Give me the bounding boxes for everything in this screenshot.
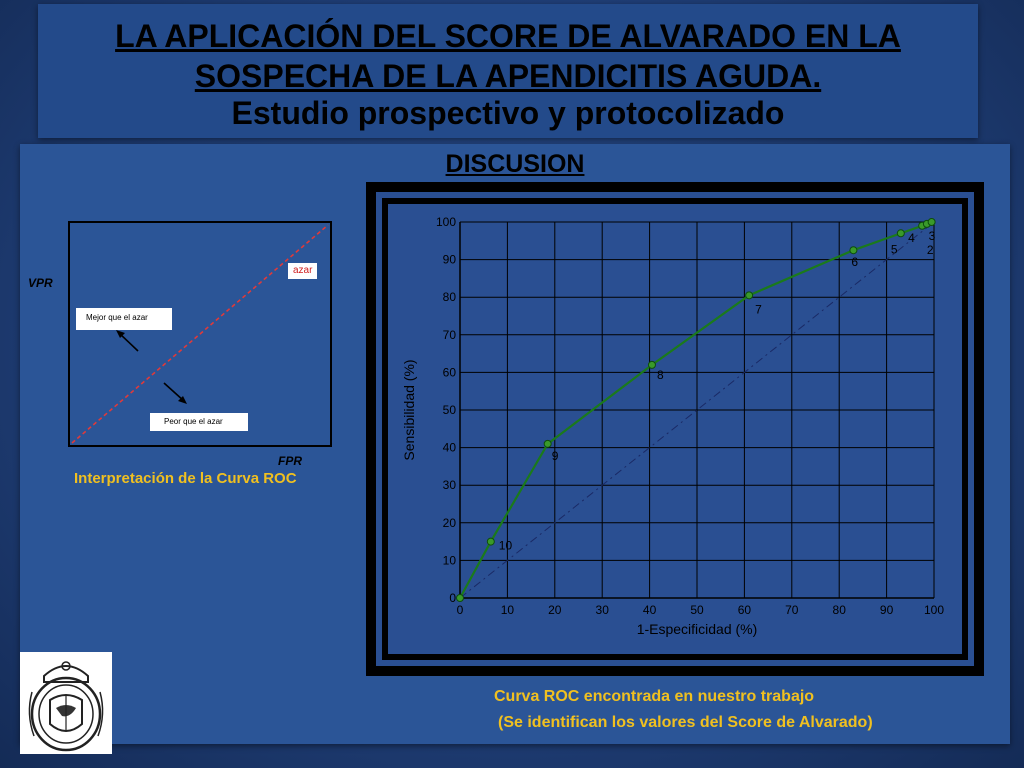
fpr-axis-label: FPR	[278, 454, 302, 468]
roc-point	[745, 291, 754, 300]
y-tick-label: 60	[443, 365, 457, 379]
point-label: 10	[499, 539, 513, 553]
chart-caption-2: (Se identifican los valores del Score de…	[498, 714, 873, 731]
point-label: 3	[929, 229, 936, 243]
x-tick-label: 20	[548, 603, 562, 617]
title-line-2: SOSPECHA DE LA APENDICITIS AGUDA.	[194, 58, 822, 94]
worse-arrow-head	[178, 396, 187, 404]
azar-label: azar	[288, 263, 318, 279]
point-label: 6	[851, 255, 858, 269]
x-axis-label: 1-Especificidad (%)	[637, 621, 758, 637]
y-tick-label: 10	[443, 553, 457, 567]
y-tick-label: 80	[443, 290, 457, 304]
y-tick-label: 30	[443, 478, 457, 492]
axes: 0 10 20 30 40 50 60 70 80 90 100 0 10 20 30 40 50 60 70 80 9…	[436, 215, 944, 617]
x-tick-label: 40	[643, 603, 657, 617]
y-tick-label: 40	[443, 441, 457, 455]
point-label: 2	[927, 243, 934, 257]
x-tick-label: 10	[501, 603, 515, 617]
worse-arrow	[163, 382, 185, 402]
point-label: 5	[891, 242, 898, 256]
roc-point	[647, 360, 656, 369]
y-axis-label: Sensibilidad (%)	[401, 359, 417, 460]
interpretation-caption: Interpretación de la Curva ROC	[74, 470, 297, 487]
reference-diagonal	[459, 221, 935, 599]
roc-point	[927, 218, 936, 226]
x-tick-label: 0	[457, 603, 464, 617]
x-tick-label: 100	[924, 603, 944, 617]
better-arrow-head	[116, 330, 125, 338]
roc-point	[849, 246, 858, 255]
university-seal	[20, 652, 112, 754]
section-title: DISCUSION	[445, 150, 585, 178]
y-tick-label: 90	[443, 253, 457, 267]
roc-chart-frame: 0 10 20 30 40 50 60 70 80 90 100 0 10 20 30 40 50 60 70 80 9…	[366, 182, 984, 676]
y-tick-label: 50	[443, 403, 457, 417]
roc-point	[456, 594, 464, 602]
better-than-random-label: Mejor que el azar	[76, 308, 172, 330]
chart-caption-1: Curva ROC encontrada en nuestro trabajo	[494, 688, 815, 705]
title-line-1: LA APLICACIÓN DEL SCORE DE ALVARADO EN L…	[115, 18, 901, 54]
x-tick-label: 50	[690, 603, 704, 617]
x-tick-label: 70	[785, 603, 799, 617]
roc-point	[896, 229, 905, 238]
point-label: 4	[908, 231, 915, 245]
y-tick-label: 100	[436, 215, 456, 229]
worse-than-random-label: Peor que el azar	[150, 413, 248, 431]
y-tick-label: 0	[449, 591, 456, 605]
y-tick-label: 20	[443, 516, 457, 530]
point-label: 9	[552, 449, 559, 463]
x-tick-label: 90	[880, 603, 894, 617]
vpr-axis-label: VPR	[28, 276, 53, 290]
seal-icon	[28, 661, 104, 752]
subtitle: Estudio prospectivo y protocolizado	[231, 95, 785, 131]
x-tick-label: 80	[833, 603, 847, 617]
better-arrow	[118, 332, 139, 352]
x-tick-label: 60	[738, 603, 752, 617]
roc-point	[486, 537, 495, 546]
interpretation-svg	[71, 224, 329, 444]
y-tick-label: 70	[443, 328, 457, 342]
roc-chart: 0 10 20 30 40 50 60 70 80 90 100 0 10 20 30 40 50 60 70 80 9…	[376, 192, 974, 666]
x-tick-label: 30	[596, 603, 610, 617]
point-label: 7	[755, 302, 762, 316]
roc-interpretation-diagram: azar Mejor que el azar Peor que el azar	[68, 221, 332, 447]
point-label: 8	[657, 368, 664, 382]
title-banner: LA APLICACIÓN DEL SCORE DE ALVARADO EN L…	[38, 4, 978, 138]
azar-diagonal	[71, 224, 329, 444]
content-panel: DISCUSION VPR azar Mejor que el azar Peo…	[20, 144, 1010, 754]
roc-point	[543, 439, 552, 448]
